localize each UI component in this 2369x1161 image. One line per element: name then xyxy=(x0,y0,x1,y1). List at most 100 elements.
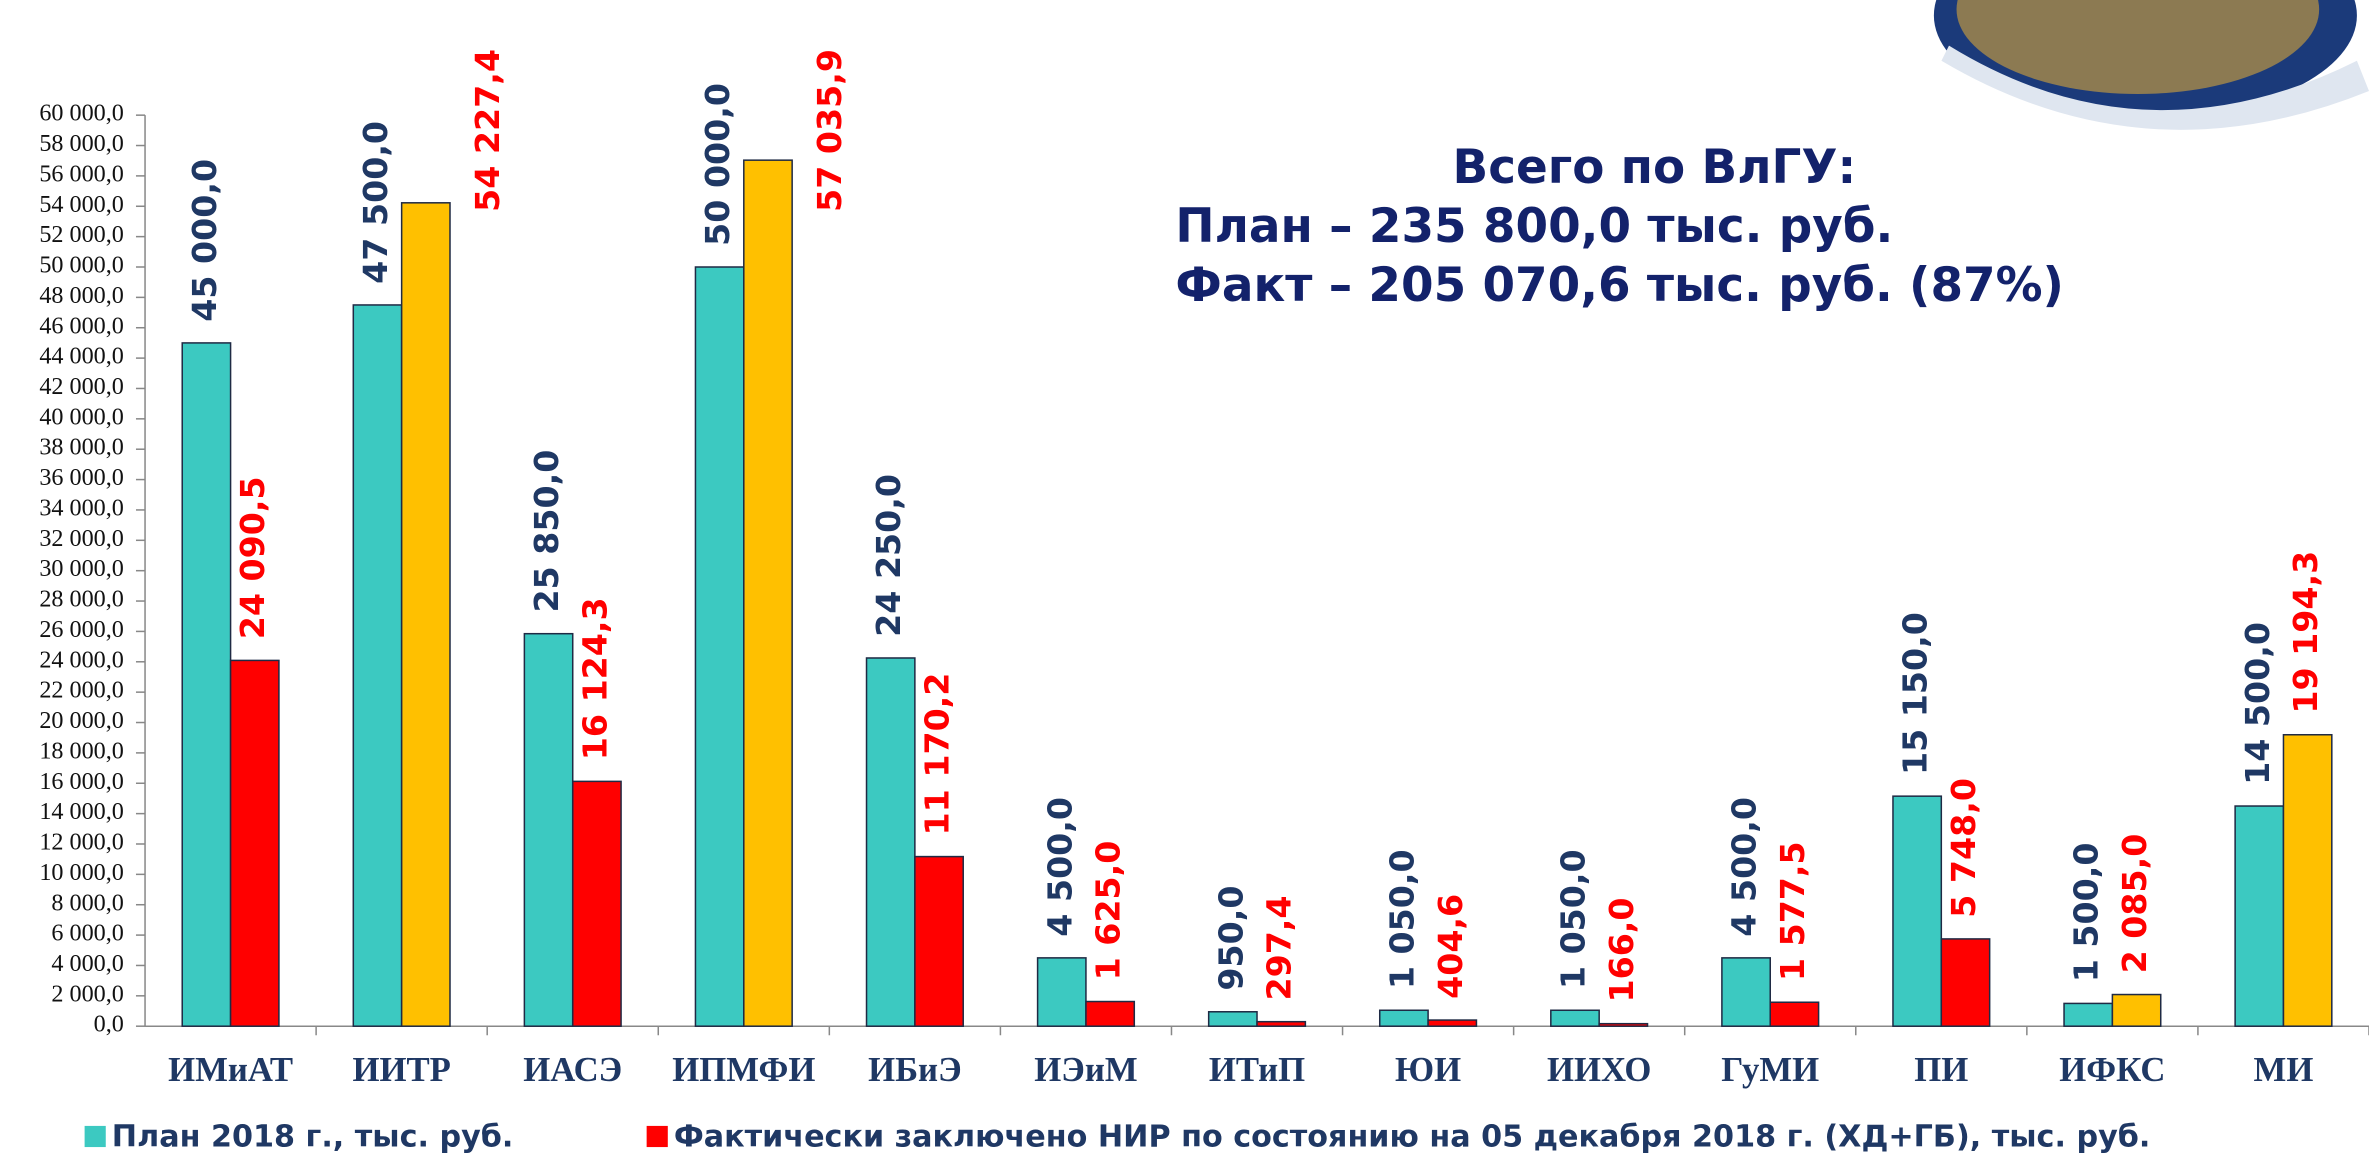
y-tick-label: 4 000,0 xyxy=(51,950,123,977)
value-label: 297,4 xyxy=(1260,895,1299,1000)
value-label: 24 090,5 xyxy=(233,476,272,639)
bar xyxy=(865,657,916,1027)
y-tick-label: 38 000,0 xyxy=(39,434,124,461)
y-tick-label: 42 000,0 xyxy=(39,373,124,400)
bar xyxy=(1892,795,1943,1027)
y-tick-label: 10 000,0 xyxy=(39,859,124,886)
value-label: 5 748,0 xyxy=(1944,778,1983,918)
bar xyxy=(914,855,964,1027)
y-tick-label: 54 000,0 xyxy=(39,191,124,218)
y-tick-label: 52 000,0 xyxy=(39,221,124,248)
annotation: Всего по ВлГУ: xyxy=(1453,141,1857,195)
y-tick-label: 18 000,0 xyxy=(39,737,124,764)
value-label: 57 035,9 xyxy=(810,49,849,212)
y-tick-label: 56 000,0 xyxy=(39,160,124,187)
value-label: 11 170,2 xyxy=(918,673,957,836)
legend-swatch xyxy=(646,1125,668,1148)
legend-label: План 2018 г., тыс. руб. xyxy=(112,1120,514,1155)
bar xyxy=(352,304,403,1027)
x-tick-label: ПИ xyxy=(1914,1050,1968,1089)
bar xyxy=(1036,957,1087,1027)
bar xyxy=(523,632,574,1027)
y-tick-label: 30 000,0 xyxy=(39,555,124,582)
bar xyxy=(1721,957,1771,1027)
value-label: 4 500,0 xyxy=(1040,797,1079,937)
y-tick-label: 12 000,0 xyxy=(39,829,124,856)
bar xyxy=(1207,1011,1258,1027)
bar xyxy=(400,202,451,1027)
value-label: 166,0 xyxy=(1602,897,1641,1002)
bar xyxy=(1378,1009,1429,1027)
y-tick-label: 36 000,0 xyxy=(39,464,124,491)
x-tick-label: ИТиП xyxy=(1209,1050,1305,1089)
annotation: Факт – 205 070,6 тыс. руб. (87%) xyxy=(1175,259,2064,313)
y-tick-label: 14 000,0 xyxy=(39,798,124,825)
value-label: 2 085,0 xyxy=(2115,834,2154,974)
x-tick-label: ГуМИ xyxy=(1721,1050,1819,1089)
y-tick-label: 2 000,0 xyxy=(51,980,123,1007)
value-label: 1 050,0 xyxy=(1382,849,1421,989)
value-label: 950,0 xyxy=(1211,886,1250,991)
bar xyxy=(2063,1002,2114,1027)
y-tick-label: 6 000,0 xyxy=(51,920,123,947)
y-tick-label: 16 000,0 xyxy=(39,768,124,795)
value-label: 25 850,0 xyxy=(527,450,566,613)
value-label: 19 194,3 xyxy=(2286,551,2325,714)
bar xyxy=(1427,1019,1478,1027)
value-label: 404,6 xyxy=(1431,894,1470,999)
bar xyxy=(2111,993,2162,1027)
x-tick-label: ИБиЭ xyxy=(868,1050,962,1089)
y-tick-label: 50 000,0 xyxy=(39,252,124,279)
value-label: 1 050,0 xyxy=(1553,849,1592,989)
value-label: 16 124,3 xyxy=(575,597,614,760)
value-label: 1 625,0 xyxy=(1089,841,1128,981)
y-tick-label: 58 000,0 xyxy=(39,130,124,157)
value-label: 4 500,0 xyxy=(1725,797,1764,937)
x-tick-label: ЮИ xyxy=(1395,1050,1461,1089)
y-tick-label: 48 000,0 xyxy=(39,282,124,309)
y-tick-label: 32 000,0 xyxy=(39,525,124,552)
bar xyxy=(1550,1009,1600,1027)
y-tick-label: 24 000,0 xyxy=(39,646,124,673)
bar xyxy=(694,266,745,1027)
y-tick-label: 44 000,0 xyxy=(39,343,124,370)
y-tick-label: 22 000,0 xyxy=(39,677,124,704)
value-label: 47 500,0 xyxy=(356,121,395,284)
bar xyxy=(229,659,280,1027)
x-tick-label: ИИХО xyxy=(1547,1050,1651,1089)
value-label: 15 150,0 xyxy=(1896,612,1935,775)
x-tick-label: МИ xyxy=(2254,1050,2314,1089)
y-tick-label: 34 000,0 xyxy=(39,494,124,521)
bar xyxy=(1940,938,1991,1027)
legend-label: Фактически заключено НИР по состоянию на… xyxy=(674,1120,2151,1155)
x-tick-label: ИИТР xyxy=(352,1050,450,1089)
x-tick-label: ИЭиМ xyxy=(1034,1050,1137,1089)
bar xyxy=(1085,1000,1136,1027)
y-tick-label: 8 000,0 xyxy=(51,889,123,916)
value-label: 45 000,0 xyxy=(185,159,224,322)
y-tick-label: 28 000,0 xyxy=(39,586,124,613)
bar xyxy=(2282,733,2333,1027)
x-tick-label: ИМиАТ xyxy=(168,1050,293,1089)
y-tick-label: 46 000,0 xyxy=(39,312,124,339)
x-tick-label: ИПМФИ xyxy=(672,1050,815,1089)
bar xyxy=(1769,1001,1820,1027)
y-tick-label: 40 000,0 xyxy=(39,403,124,430)
bar xyxy=(181,342,232,1027)
value-label: 14 500,0 xyxy=(2238,622,2277,785)
value-label: 1 500,0 xyxy=(2067,843,2106,983)
logo-decoration xyxy=(1933,0,2369,130)
y-tick-label: 0,0 xyxy=(94,1011,124,1038)
x-tick-label: ИФКС xyxy=(2059,1050,2165,1089)
y-tick-label: 60 000,0 xyxy=(39,100,124,127)
value-label: 50 000,0 xyxy=(698,83,737,246)
bar xyxy=(1598,1022,1649,1027)
value-label: 54 227,4 xyxy=(468,49,507,212)
bar xyxy=(2234,805,2285,1027)
bar xyxy=(743,159,793,1027)
y-tick-label: 26 000,0 xyxy=(39,616,124,643)
legend-swatch xyxy=(84,1125,106,1148)
value-label: 1 577,5 xyxy=(1773,841,1812,981)
bar xyxy=(1256,1020,1307,1027)
